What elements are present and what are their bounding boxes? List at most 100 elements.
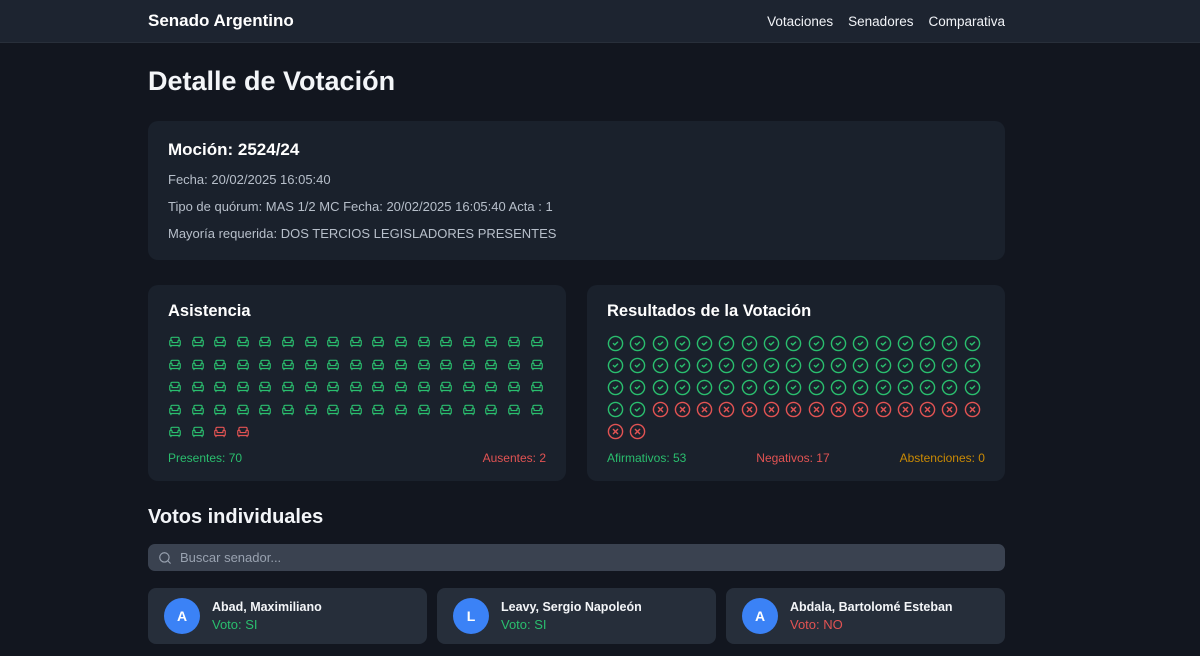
seat-present-icon xyxy=(372,336,385,348)
seat-present-icon xyxy=(395,359,407,370)
seat-present-icon xyxy=(349,381,362,393)
vote-affirmative-icon xyxy=(875,379,891,396)
vote-affirmative-icon xyxy=(964,379,981,396)
senator-avatar: A xyxy=(164,598,200,634)
seat-present-icon xyxy=(417,404,430,415)
vote-affirmative-icon xyxy=(919,335,936,352)
summary-panels: Asistencia Presentes: 70 Ausentes: 2 Res… xyxy=(148,285,1005,481)
seat-present-icon xyxy=(214,336,227,348)
vote-affirmative-icon xyxy=(741,379,758,396)
vote-affirmative-icon xyxy=(852,379,869,396)
seat-present-icon xyxy=(169,381,181,393)
nav-link-votaciones[interactable]: Votaciones xyxy=(767,13,834,29)
seat-present-icon xyxy=(417,359,430,370)
seat-present-icon xyxy=(304,336,317,348)
present-count-label: Presentes: 70 xyxy=(168,451,243,465)
vote-negative-icon xyxy=(630,423,646,440)
vote-affirmative-icon xyxy=(674,335,691,352)
seat-present-icon xyxy=(440,336,452,348)
seat-present-icon xyxy=(169,336,181,348)
seat-present-icon xyxy=(349,404,362,415)
seat-present-icon xyxy=(440,359,452,370)
seat-present-icon xyxy=(282,381,294,393)
seat-present-icon xyxy=(462,336,475,348)
seat-present-icon xyxy=(349,336,362,348)
attendance-seat-grid xyxy=(168,335,546,439)
seat-present-icon xyxy=(282,359,294,370)
seat-present-icon xyxy=(372,404,385,415)
vote-negative-icon xyxy=(919,401,936,418)
seat-present-icon xyxy=(191,404,204,415)
seat-present-icon xyxy=(236,381,249,393)
vote-affirmative-icon xyxy=(830,335,847,352)
senator-card-grid: A Abad, Maximiliano Voto: SI L Leavy, Se… xyxy=(148,588,1005,656)
senator-search-input[interactable] xyxy=(180,550,995,565)
vote-affirmative-icon xyxy=(630,357,646,374)
vote-affirmative-icon xyxy=(763,335,780,352)
seat-present-icon xyxy=(485,336,498,348)
vote-affirmative-icon xyxy=(942,357,958,374)
vote-affirmative-icon xyxy=(786,357,802,374)
affirmative-count-label: Afirmativos: 53 xyxy=(607,451,687,465)
vote-affirmative-icon xyxy=(852,357,869,374)
vote-negative-icon xyxy=(830,401,847,418)
vote-affirmative-icon xyxy=(630,335,646,352)
seat-present-icon xyxy=(191,359,204,370)
seat-present-icon xyxy=(236,404,249,415)
vote-affirmative-icon xyxy=(808,357,824,374)
seat-present-icon xyxy=(530,359,543,370)
vote-affirmative-icon xyxy=(652,357,668,374)
vote-affirmative-icon xyxy=(607,335,624,352)
seat-present-icon xyxy=(259,381,272,393)
page-title: Detalle de Votación xyxy=(148,66,396,96)
vote-affirmative-icon xyxy=(652,335,668,352)
brand-title: Senado Argentino xyxy=(148,11,294,30)
motion-date-line: Fecha: 20/02/2025 16:05:40 xyxy=(168,172,331,187)
main-content: Detalle de Votación Moción: 2524/24 Fech… xyxy=(148,66,1005,656)
vote-affirmative-icon xyxy=(607,401,624,418)
senator-vote: Voto: SI xyxy=(212,617,258,632)
vote-affirmative-icon xyxy=(786,335,802,352)
seat-present-icon xyxy=(282,404,294,415)
vote-affirmative-icon xyxy=(964,335,981,352)
seat-present-icon xyxy=(236,359,249,370)
attendance-title: Asistencia xyxy=(168,302,251,320)
vote-negative-icon xyxy=(719,401,735,418)
seat-present-icon xyxy=(530,336,543,348)
vote-affirmative-icon xyxy=(674,379,691,396)
results-title: Resultados de la Votación xyxy=(607,302,812,320)
seat-present-icon xyxy=(327,359,339,370)
vote-negative-icon xyxy=(897,401,914,418)
vote-negative-icon xyxy=(763,401,780,418)
senator-name: Abdala, Bartolomé Esteban xyxy=(790,600,953,614)
seat-present-icon xyxy=(508,336,520,348)
vote-affirmative-icon xyxy=(607,357,624,374)
vote-affirmative-icon xyxy=(652,379,668,396)
seat-present-icon xyxy=(191,381,204,393)
nav-link-senadores[interactable]: Senadores xyxy=(848,13,914,29)
senator-card[interactable]: A Abdala, Bartolomé Esteban Voto: NO xyxy=(726,588,1005,644)
vote-affirmative-icon xyxy=(808,379,824,396)
nav-link-comparativa[interactable]: Comparativa xyxy=(928,13,1005,29)
seat-present-icon xyxy=(530,404,543,415)
absent-count-label: Ausentes: 2 xyxy=(482,451,546,465)
vote-affirmative-icon xyxy=(808,335,824,352)
seat-present-icon xyxy=(372,359,385,370)
senator-search-bar xyxy=(148,544,1005,571)
vote-affirmative-icon xyxy=(696,335,713,352)
vote-affirmative-icon xyxy=(630,379,646,396)
seat-present-icon xyxy=(462,381,475,393)
seat-present-icon xyxy=(349,359,362,370)
results-vote-grid xyxy=(607,335,985,440)
seat-present-icon xyxy=(169,404,181,415)
senator-card[interactable]: A Abad, Maximiliano Voto: SI xyxy=(148,588,427,644)
seat-absent-icon xyxy=(236,426,249,438)
motion-title: Moción: 2524/24 xyxy=(168,140,300,159)
seat-present-icon xyxy=(508,404,520,415)
senator-card[interactable]: L Leavy, Sergio Napoleón Voto: SI xyxy=(437,588,716,644)
seat-present-icon xyxy=(508,359,520,370)
vote-affirmative-icon xyxy=(719,379,735,396)
vote-affirmative-icon xyxy=(852,335,869,352)
senator-avatar: A xyxy=(742,598,778,634)
seat-present-icon xyxy=(440,404,452,415)
